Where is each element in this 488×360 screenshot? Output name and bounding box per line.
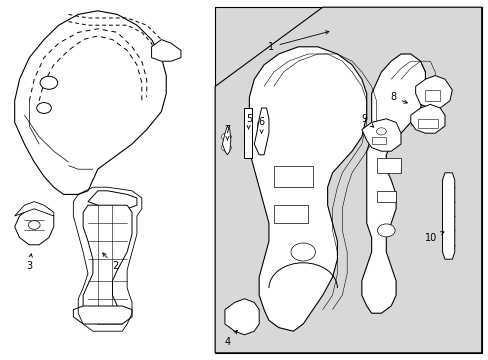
Text: 3: 3	[26, 254, 32, 271]
Text: 10: 10	[424, 232, 443, 243]
Polygon shape	[244, 115, 252, 155]
Polygon shape	[442, 173, 454, 259]
Text: 9: 9	[361, 114, 373, 127]
Circle shape	[37, 103, 51, 113]
Bar	[417, 119, 437, 128]
Polygon shape	[222, 126, 230, 155]
Circle shape	[376, 128, 386, 135]
Polygon shape	[83, 205, 132, 324]
Bar	[215, 7, 481, 353]
Polygon shape	[15, 11, 166, 194]
Polygon shape	[415, 76, 451, 108]
Text: 7: 7	[224, 125, 230, 140]
Polygon shape	[254, 108, 268, 155]
Circle shape	[221, 144, 231, 151]
Polygon shape	[15, 202, 54, 216]
Bar	[371, 137, 386, 144]
Polygon shape	[249, 47, 366, 331]
Text: 4: 4	[224, 330, 237, 347]
Text: 1: 1	[268, 31, 328, 52]
Circle shape	[377, 224, 394, 237]
Polygon shape	[73, 306, 132, 324]
Circle shape	[221, 133, 231, 140]
Bar	[425, 90, 439, 101]
Bar	[256, 122, 266, 140]
Polygon shape	[244, 108, 251, 158]
Circle shape	[40, 76, 58, 89]
Polygon shape	[88, 191, 137, 209]
Polygon shape	[361, 119, 400, 151]
Text: 6: 6	[258, 117, 264, 133]
Text: 8: 8	[390, 92, 407, 103]
Polygon shape	[224, 299, 259, 335]
Polygon shape	[15, 205, 54, 245]
Polygon shape	[151, 40, 181, 61]
Circle shape	[28, 221, 40, 229]
Text: 5: 5	[245, 114, 251, 129]
Bar	[376, 191, 395, 202]
Bar	[376, 158, 400, 173]
Text: 2: 2	[102, 253, 118, 271]
Polygon shape	[410, 104, 444, 133]
Bar	[273, 166, 312, 187]
Circle shape	[290, 243, 315, 261]
Polygon shape	[361, 54, 425, 313]
Bar	[273, 205, 307, 223]
Polygon shape	[215, 7, 481, 353]
